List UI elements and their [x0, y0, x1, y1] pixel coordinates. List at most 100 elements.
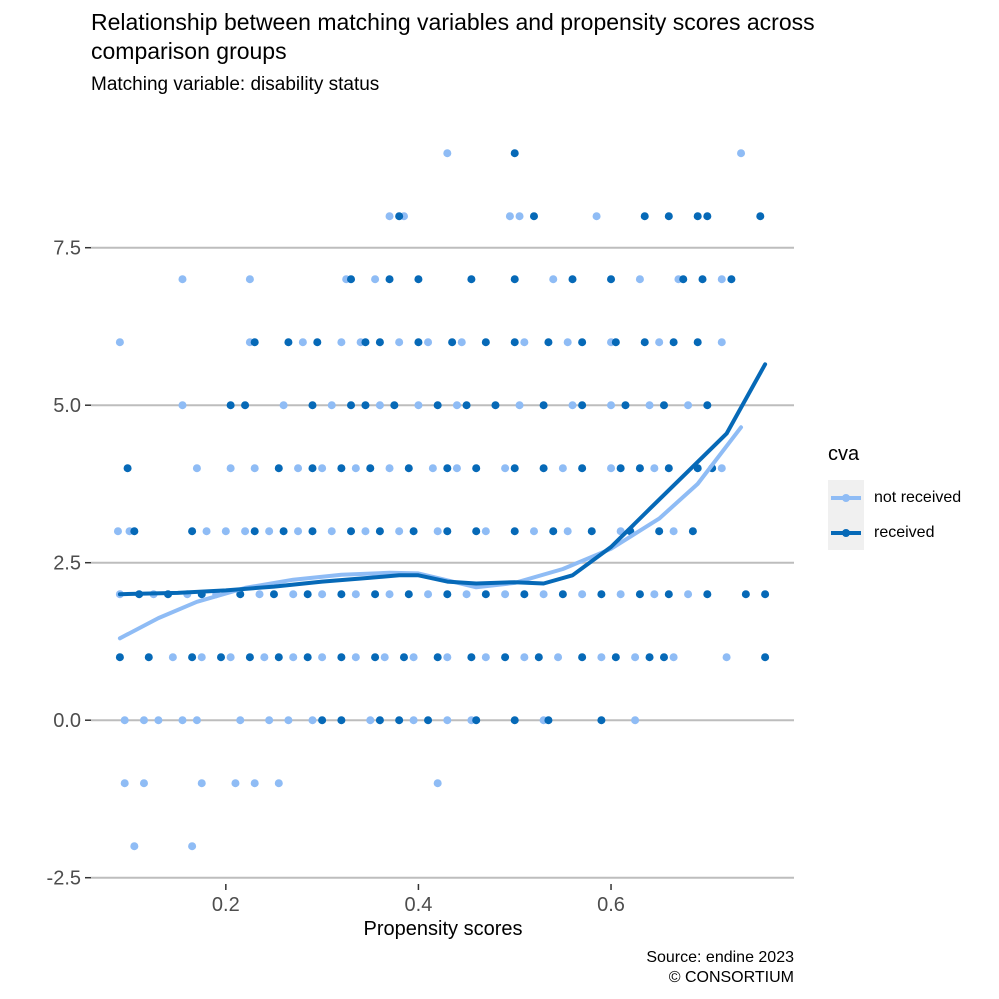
data-point [520, 338, 529, 347]
data-point [294, 464, 303, 473]
data-point [115, 653, 124, 662]
data-point [385, 212, 394, 221]
data-point [655, 527, 664, 536]
data-point [294, 527, 303, 536]
data-point [433, 401, 442, 410]
legend-label-not-received: not received [874, 488, 962, 506]
data-point [245, 653, 254, 662]
data-point [761, 590, 770, 599]
data-point [120, 716, 129, 725]
data-point [534, 653, 543, 662]
data-point [659, 401, 668, 410]
data-point [539, 590, 548, 599]
x-tick-label: 0.6 [597, 894, 625, 916]
data-point [308, 464, 317, 473]
data-point [424, 716, 433, 725]
data-point [443, 716, 452, 725]
data-point [727, 275, 736, 284]
data-point [226, 401, 235, 410]
data-point [217, 653, 226, 662]
data-point [558, 590, 567, 599]
data-point [178, 401, 187, 410]
data-point [597, 716, 606, 725]
data-point [409, 653, 418, 662]
data-point [443, 527, 452, 536]
data-point [549, 275, 558, 284]
data-point [404, 590, 413, 599]
data-point [337, 716, 346, 725]
smooth-line-not-received [117, 425, 743, 641]
data-point [144, 653, 153, 662]
data-point [717, 338, 726, 347]
data-point [188, 842, 197, 851]
data-point [684, 590, 693, 599]
data-point [351, 590, 360, 599]
data-point [578, 464, 587, 473]
data-point [318, 590, 327, 599]
data-point [361, 527, 370, 536]
data-point [139, 779, 148, 788]
smooth-lines [117, 362, 768, 641]
data-point [395, 212, 404, 221]
data-point [250, 527, 259, 536]
data-point [703, 590, 712, 599]
data-point [308, 527, 317, 536]
data-point [241, 527, 250, 536]
data-point [308, 716, 317, 725]
data-point [698, 275, 707, 284]
data-point [366, 716, 375, 725]
legend-item-received: received [828, 515, 961, 550]
data-point [467, 275, 476, 284]
data-point [318, 464, 327, 473]
smooth-line-received [117, 362, 768, 597]
data-point [510, 527, 519, 536]
data-point [385, 275, 394, 284]
data-point [409, 716, 418, 725]
data-point [539, 464, 548, 473]
chart-title: Relationship between matching variables … [91, 9, 815, 64]
data-point [318, 653, 327, 662]
data-point [361, 401, 370, 410]
data-point [703, 401, 712, 410]
data-point [433, 779, 442, 788]
data-point [741, 590, 750, 599]
data-point [501, 590, 510, 599]
data-point [650, 590, 659, 599]
data-point [115, 338, 124, 347]
data-point [462, 401, 471, 410]
data-point [120, 779, 129, 788]
data-point [274, 464, 283, 473]
data-point [433, 527, 442, 536]
y-tick-label: 0.0 [53, 710, 81, 732]
data-point [443, 653, 452, 662]
data-point [472, 716, 481, 725]
data-point [226, 653, 235, 662]
data-point [130, 527, 139, 536]
data-point [375, 338, 384, 347]
data-point [669, 338, 678, 347]
data-point [414, 338, 423, 347]
data-point [664, 590, 673, 599]
data-point [130, 842, 139, 851]
legend: cva not received received [828, 443, 961, 550]
data-point [587, 527, 596, 536]
data-point [154, 716, 163, 725]
data-point [347, 275, 356, 284]
data-point [284, 338, 293, 347]
data-point [611, 653, 620, 662]
data-point [250, 338, 259, 347]
data-point [635, 464, 644, 473]
data-point [491, 401, 500, 410]
data-point [554, 653, 563, 662]
data-point [688, 527, 697, 536]
data-point [443, 464, 452, 473]
data-point [399, 653, 408, 662]
data-point [722, 653, 731, 662]
data-point [640, 338, 649, 347]
caption-source: Source: endine 2023 [646, 949, 794, 966]
data-point [578, 590, 587, 599]
data-point [481, 653, 490, 662]
data-point [231, 779, 240, 788]
data-point [375, 527, 384, 536]
data-point [289, 653, 298, 662]
